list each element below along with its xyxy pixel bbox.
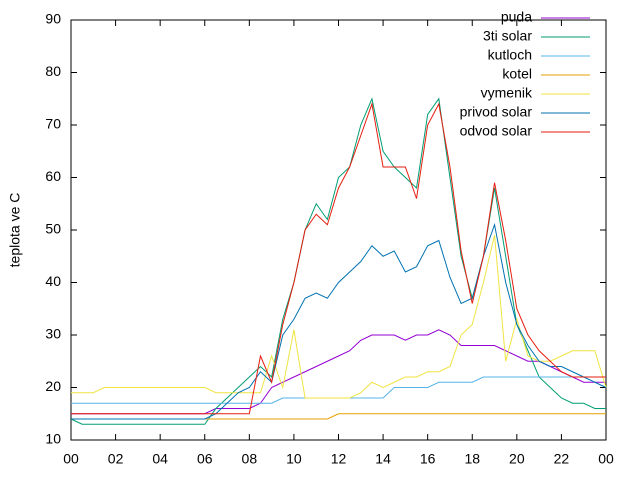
- legend-label: kutloch: [488, 47, 532, 63]
- x-tick-label: 22: [554, 451, 570, 467]
- series-line: [71, 222, 607, 420]
- series-line: [70, 97, 606, 425]
- y-tick-label: 10: [45, 431, 61, 447]
- legend-label: vymenik: [481, 85, 533, 101]
- x-tick-label: 08: [242, 451, 258, 467]
- x-tick-label: 12: [331, 451, 347, 467]
- x-tick-label: 14: [375, 451, 391, 467]
- legend-label: kotel: [502, 66, 532, 82]
- x-tick-label: 06: [197, 451, 213, 467]
- x-tick-label: 00: [598, 451, 614, 467]
- series-line: [71, 413, 606, 420]
- x-tick-label: 20: [509, 451, 525, 467]
- series-line: [71, 102, 606, 415]
- y-tick-label: 20: [45, 378, 61, 394]
- x-tick-label: 16: [420, 451, 436, 467]
- y-tick-label: 30: [45, 326, 61, 342]
- x-tick-label: 18: [464, 451, 480, 467]
- legend-label: privod solar: [460, 104, 533, 120]
- legend-label: 3ti solar: [483, 28, 532, 44]
- x-tick-label: 10: [286, 451, 302, 467]
- y-tick-label: 70: [45, 116, 61, 132]
- y-tick-label: 40: [45, 273, 61, 289]
- x-tick-label: 00: [63, 451, 79, 467]
- legend-label: puda: [501, 9, 532, 25]
- y-tick-label: 80: [45, 63, 61, 79]
- x-tick-label: 04: [152, 451, 168, 467]
- legend-label: odvod solar: [460, 123, 533, 139]
- y-axis-label: teplota ve C: [7, 193, 23, 268]
- x-tick-label: 02: [108, 451, 124, 467]
- y-tick-label: 90: [45, 11, 61, 27]
- series-line: [71, 235, 607, 399]
- y-tick-label: 60: [45, 168, 61, 184]
- series-line: [71, 376, 606, 404]
- y-tick-label: 50: [45, 221, 61, 237]
